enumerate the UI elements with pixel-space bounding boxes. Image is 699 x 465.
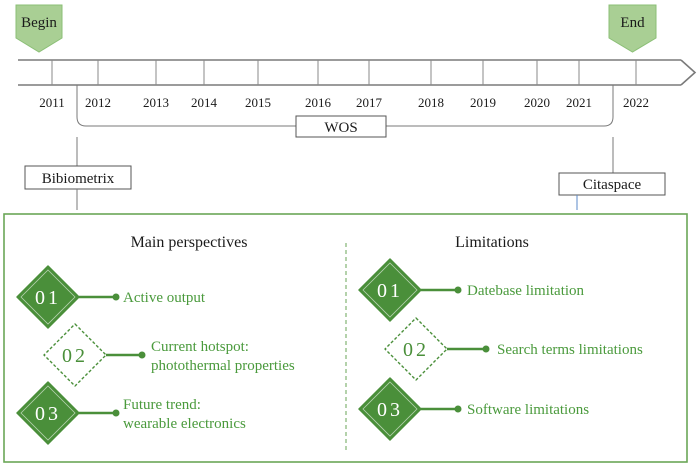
limitation-badge-number-01: 01 <box>377 280 403 302</box>
perspective-dot-03 <box>112 409 120 417</box>
year-label-2013: 2013 <box>143 95 169 110</box>
perspective-item-01: 01 Active output <box>16 265 206 329</box>
limitation-item-03: 03 Software limitations <box>358 377 589 441</box>
limitation-list: 01 Datebase limitation 02 Search terms limi… <box>358 258 643 441</box>
perspective-item-text-01-1: Active output <box>123 290 206 306</box>
bibliometrix-label: Bibiometrix <box>42 171 115 187</box>
wos-box <box>295 115 387 138</box>
year-label-2018: 2018 <box>418 95 444 110</box>
perspective-badge-number-03: 03 <box>35 403 61 425</box>
perspective-badge-02 <box>43 323 107 387</box>
end-flag: End <box>608 4 657 53</box>
limitation-item-text-01-1: Datebase limitation <box>467 283 585 299</box>
limitation-badge-inner-03 <box>362 381 418 437</box>
perspectives-title: Main perspectives <box>131 234 248 251</box>
perspective-badge-03 <box>16 381 80 445</box>
timeline-axis: 2011 2012 2013 2014 2015 2016 2017 2018 2019 2020… <box>18 59 697 110</box>
limitation-item-02: 02 Search terms limitations <box>384 317 643 381</box>
begin-flag: Begin <box>15 4 63 53</box>
year-label-2022: 2022 <box>623 95 649 110</box>
end-label: End <box>620 15 645 31</box>
year-label-2014: 2014 <box>191 95 218 110</box>
year-label-2012: 2012 <box>85 95 111 110</box>
wos-brace-line <box>76 85 614 127</box>
limitation-badge-03 <box>358 377 422 441</box>
citaspace-label: Citaspace <box>583 177 642 193</box>
bibliometrix-box: Bibiometrix <box>24 165 132 190</box>
limitation-item-01: 01 Datebase limitation <box>358 258 585 322</box>
year-label-2020: 2020 <box>524 95 550 110</box>
limitation-dot-02 <box>482 345 490 353</box>
year-label-2016: 2016 <box>305 95 332 110</box>
citaspace-frame <box>558 172 666 196</box>
year-label-2015: 2015 <box>245 95 271 110</box>
perspective-item-text-02-2: photothermal properties <box>151 358 295 374</box>
begin-flag-shape <box>15 4 63 53</box>
perspective-item-03: 03 Future trend: wearable electronics <box>16 381 246 445</box>
year-label-2017: 2017 <box>356 95 383 110</box>
timeline-arrowhead <box>680 59 697 86</box>
perspective-badge-inner-01 <box>20 269 76 325</box>
begin-label: Begin <box>21 15 57 31</box>
bibliometrix-frame <box>24 165 132 190</box>
perspective-dot-01 <box>112 293 120 301</box>
perspective-badge-number-02: 02 <box>62 345 88 367</box>
perspective-item-02: 02 Current hotspot: photothermal propertie… <box>43 323 295 387</box>
citaspace-box: Citaspace <box>558 172 666 196</box>
perspective-dot-02 <box>138 351 146 359</box>
year-labels: 2011 2012 2013 2014 2015 2016 2017 2018 2019 2020… <box>39 95 649 110</box>
end-flag-shape <box>608 4 657 53</box>
limitation-dot-01 <box>454 286 462 294</box>
limitation-item-text-03-1: Software limitations <box>467 402 589 418</box>
perspective-item-text-02-1: Current hotspot: <box>151 339 249 355</box>
year-label-2011: 2011 <box>39 95 65 110</box>
limitation-badge-inner-01 <box>362 262 418 318</box>
limitation-badge-01 <box>358 258 422 322</box>
wos-brace: WOS <box>76 85 614 138</box>
year-label-2019: 2019 <box>470 95 496 110</box>
limitation-badge-number-02: 02 <box>403 339 429 361</box>
perspective-badge-inner-03 <box>20 385 76 441</box>
perspective-item-text-03-2: wearable electronics <box>123 416 246 432</box>
limitation-dot-03 <box>454 405 462 413</box>
perspective-list: 01 Active output 02 Current hotspot: phototh… <box>16 265 295 445</box>
limitations-title: Limitations <box>455 234 529 251</box>
perspective-badge-number-01: 01 <box>35 287 61 309</box>
limitation-badge-number-03: 03 <box>377 399 403 421</box>
limitation-item-text-02-1: Search terms limitations <box>497 342 643 358</box>
perspective-badge-01 <box>16 265 80 329</box>
perspective-item-text-03-1: Future trend: <box>123 397 201 413</box>
year-ticks <box>51 60 637 85</box>
wos-label: WOS <box>324 120 357 136</box>
year-label-2021: 2021 <box>566 95 592 110</box>
limitation-badge-02 <box>384 317 448 381</box>
